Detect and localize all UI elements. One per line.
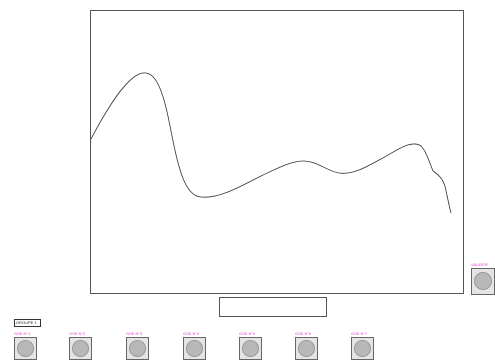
plot-area	[90, 10, 464, 294]
signal-curve	[91, 72, 452, 214]
control-button-4[interactable]	[183, 337, 206, 360]
validate-control: VALIDER	[471, 262, 495, 295]
control-button-3[interactable]	[126, 337, 149, 360]
control-button-5[interactable]	[239, 337, 262, 360]
control-button-1[interactable]	[14, 337, 37, 360]
control-unit-7: GSE N°7	[351, 331, 375, 360]
control-label: GSE N°2	[69, 331, 86, 336]
round-knob-icon	[129, 340, 146, 357]
round-knob-icon	[354, 340, 371, 357]
round-knob-icon	[17, 340, 34, 357]
round-knob-icon	[242, 340, 259, 357]
control-unit-3: GSE N°3	[126, 331, 150, 360]
round-knob-icon	[474, 272, 492, 290]
control-unit-2: GSE N°2	[69, 331, 93, 360]
control-unit-4: GSE N°4	[183, 331, 207, 360]
control-label: GSE N°6	[295, 331, 312, 336]
curve-canvas	[91, 72, 452, 214]
validate-button[interactable]	[471, 268, 495, 295]
round-knob-icon	[72, 340, 89, 357]
group-label: GROUPE 1	[14, 319, 41, 327]
control-button-7[interactable]	[351, 337, 374, 360]
control-label: GSE N°1	[14, 331, 31, 336]
round-knob-icon	[298, 340, 315, 357]
control-label: GSE N°7	[351, 331, 368, 336]
control-button-6[interactable]	[295, 337, 318, 360]
control-unit-1: GSE N°1	[14, 331, 38, 360]
control-unit-5: GSE N°5	[239, 331, 263, 360]
round-knob-icon	[186, 340, 203, 357]
control-label: GSE N°4	[183, 331, 200, 336]
control-button-2[interactable]	[69, 337, 92, 360]
value-display-box[interactable]	[219, 297, 327, 317]
control-label: GSE N°5	[239, 331, 256, 336]
control-unit-6: GSE N°6	[295, 331, 319, 360]
control-label: GSE N°3	[126, 331, 143, 336]
validate-label: VALIDER	[471, 262, 488, 267]
